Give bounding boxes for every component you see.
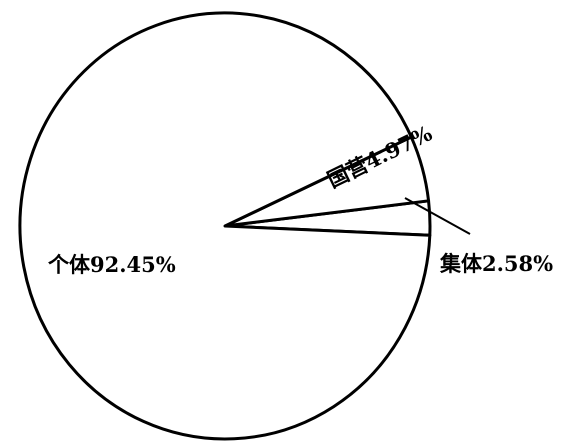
slice-label-collective: 集体2.58% — [439, 251, 553, 276]
slice-label-individual: 个体92.45% — [48, 252, 176, 277]
slice-individual — [18, 11, 432, 441]
slice-leader-line-collective — [404, 197, 471, 235]
slices-layer — [18, 11, 432, 441]
